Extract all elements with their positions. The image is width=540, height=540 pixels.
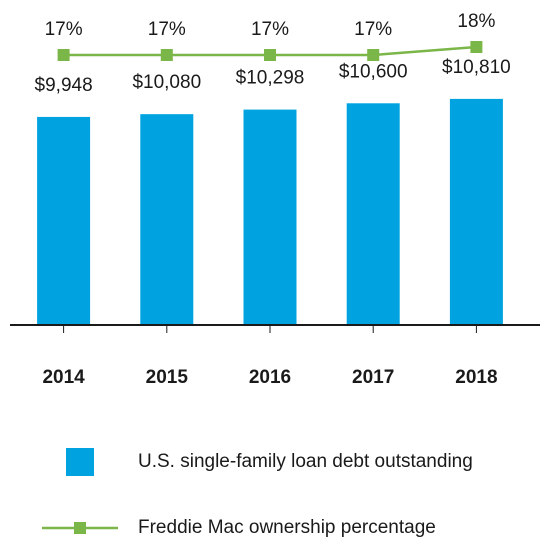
bar-value-label: $10,298 — [236, 68, 305, 89]
bar — [346, 103, 400, 326]
bar-value-label: $10,080 — [132, 72, 201, 93]
x-tick-label: 2014 — [42, 367, 85, 388]
line-marker — [160, 49, 173, 61]
line-value-label: 18% — [457, 11, 495, 32]
legend-marker — [74, 522, 86, 534]
x-tick-label: 2018 — [455, 367, 497, 388]
line-value-label: 17% — [148, 19, 186, 40]
line-marker — [57, 49, 70, 61]
bar — [449, 98, 503, 325]
line-marker — [264, 49, 276, 61]
bar-value-label: $10,810 — [442, 57, 511, 78]
bar-value-label: $9,948 — [35, 75, 93, 96]
bar — [140, 114, 194, 325]
bar — [37, 116, 91, 326]
bar-value-label: $10,600 — [339, 61, 408, 82]
x-tick-label: 2017 — [352, 367, 394, 388]
line-value-label: 17% — [251, 19, 289, 40]
line-value-label: 17% — [354, 19, 392, 40]
legend-label: Freddie Mac ownership percentage — [138, 517, 436, 538]
x-tick-label: 2015 — [146, 367, 189, 388]
legend-swatch — [66, 448, 94, 476]
legend-label: U.S. single-family loan debt outstanding — [138, 451, 473, 472]
x-tick-label: 2016 — [249, 367, 291, 388]
line-value-label: 17% — [45, 19, 83, 40]
bar — [243, 109, 297, 326]
line-marker — [470, 41, 483, 53]
line-marker — [367, 49, 380, 61]
